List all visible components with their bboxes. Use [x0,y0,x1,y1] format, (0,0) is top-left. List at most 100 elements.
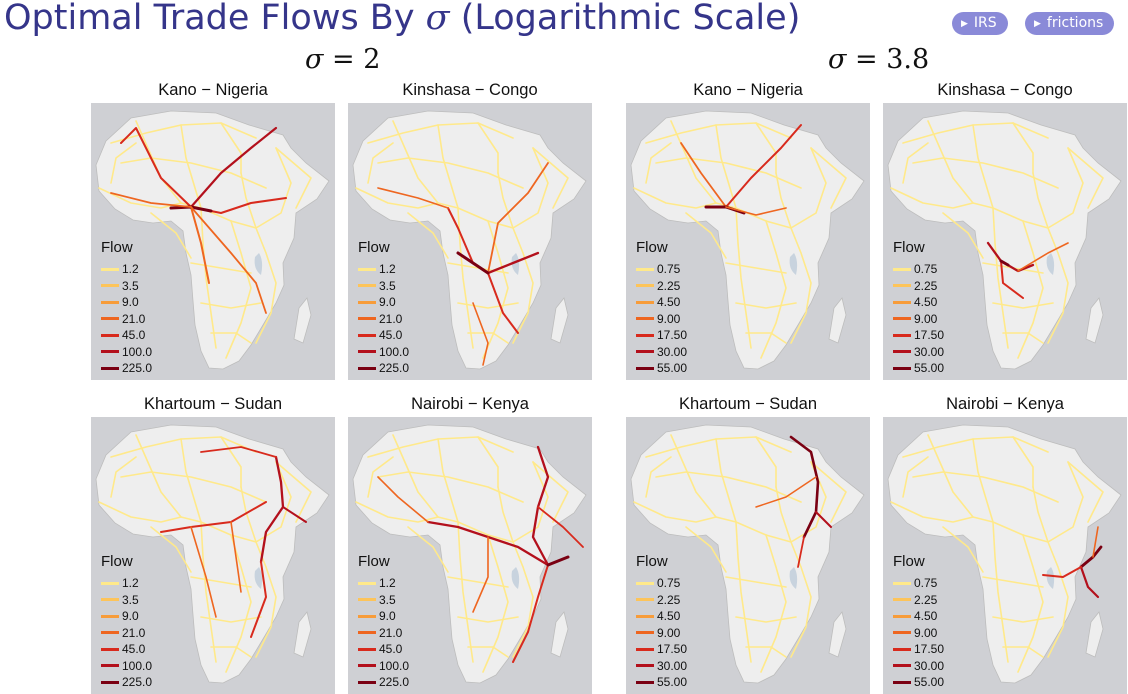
legend-item: 3.5 [358,592,409,609]
lake-victoria [1046,567,1055,589]
road-segment [890,501,974,523]
road-segment [725,262,787,274]
irs-button-label: IRS [973,15,997,31]
africa-landmass [887,110,1122,370]
legend-value: 4.50 [657,609,681,624]
road-segment [790,227,812,344]
flow-route [1079,565,1100,599]
flow-route [110,192,192,208]
flow-route [377,476,429,523]
legend-item: 0.75 [636,575,687,592]
madagascar-landmass [550,297,569,344]
legend-swatch [101,333,119,337]
legend-item: 225.0 [101,360,152,377]
road-segment [685,526,727,573]
legend-title: Flow [636,239,668,256]
legend-swatch [358,581,376,585]
legend-value: 9.0 [122,295,139,310]
legend-swatch [636,317,654,321]
legend-swatch [893,333,911,337]
legend-value: 21.0 [379,311,403,326]
road-segment [437,438,459,523]
flow-map-panel: Flow 1.2 3.5 9.0 21.0 45.0 100.0 225.0 [91,417,335,694]
legend-swatch [636,300,654,304]
road-segment [200,207,217,349]
legend-swatch [893,267,911,271]
road-segment [902,456,929,498]
legend-item: 55.00 [636,674,687,691]
legend-item: 0.75 [893,575,944,592]
legend-item: 225.0 [358,674,409,691]
legend-swatch [636,680,654,684]
legend-swatch [358,631,376,635]
legend-value: 45.0 [379,328,403,343]
lake-victoria [789,253,798,275]
flow-route [487,272,519,334]
legend-value: 17.50 [914,642,945,657]
sigma-symbol: σ [828,44,847,75]
legend-swatch [358,366,376,370]
flow-legend: Flow 0.75 2.25 4.50 9.00 17.50 30.00 55.00 [893,239,944,377]
road-segment [725,576,787,588]
road-segment [1067,147,1104,209]
irs-button[interactable]: ▶ IRS [952,12,1008,35]
legend-swatch [101,317,119,321]
legend-value: 1.2 [379,262,396,277]
road-segment [225,534,252,673]
africa-map [352,424,587,684]
legend-value: 225.0 [379,361,410,376]
legend-swatch [893,598,911,602]
africa-landmass [95,424,330,684]
flow-route [472,302,489,366]
flow-route [725,206,787,216]
flow-route [1017,242,1069,272]
road-segment [467,646,509,658]
road-segment [98,501,182,523]
legend-value: 45.0 [122,642,146,657]
road-segment [532,461,569,523]
madagascar-landmass [293,297,312,344]
legend-title: Flow [101,553,133,570]
legend-item: 9.00 [893,311,944,328]
road-segment [1022,147,1084,229]
legend-value: 17.50 [657,328,688,343]
road-segment [992,207,1009,349]
sigma-value: 2 [363,44,381,75]
legend-swatch [101,267,119,271]
flow-route [512,564,549,663]
road-segment [255,227,277,344]
road-segment [230,461,292,543]
flow-route [456,251,490,275]
road-segment [765,147,827,229]
flow-route [250,561,267,638]
madagascar-landmass [1085,297,1104,344]
road-segment [225,220,252,359]
frictions-button[interactable]: ▶ frictions [1025,12,1115,35]
road-segment [982,576,1044,588]
triangle-right-icon: ▶ [961,19,968,29]
road-segment [497,172,514,229]
legend-item: 9.0 [101,608,152,625]
legend-item: 2.25 [636,278,687,295]
road-segment [512,541,534,658]
legend-value: 0.75 [657,262,681,277]
lake-victoria [254,567,263,589]
legend-swatch [101,614,119,618]
legend-item: 4.50 [893,294,944,311]
legend-item: 225.0 [101,674,152,691]
road-segment [110,456,137,498]
road-segment [1022,461,1084,543]
legend-item: 30.00 [636,344,687,361]
flow-route [472,536,489,613]
road-segment [745,332,787,344]
flow-legend: Flow 0.75 2.25 4.50 9.00 17.50 30.00 55.00 [893,553,944,691]
legend-item: 45.0 [358,327,409,344]
road-segment [735,302,797,309]
legend-value: 0.75 [914,576,938,591]
road-segment [1002,646,1044,658]
legend-item: 9.0 [358,608,409,625]
legend-value: 55.00 [914,675,945,690]
road-segment [467,332,509,344]
road-segment [512,227,534,344]
flow-route [789,435,820,539]
